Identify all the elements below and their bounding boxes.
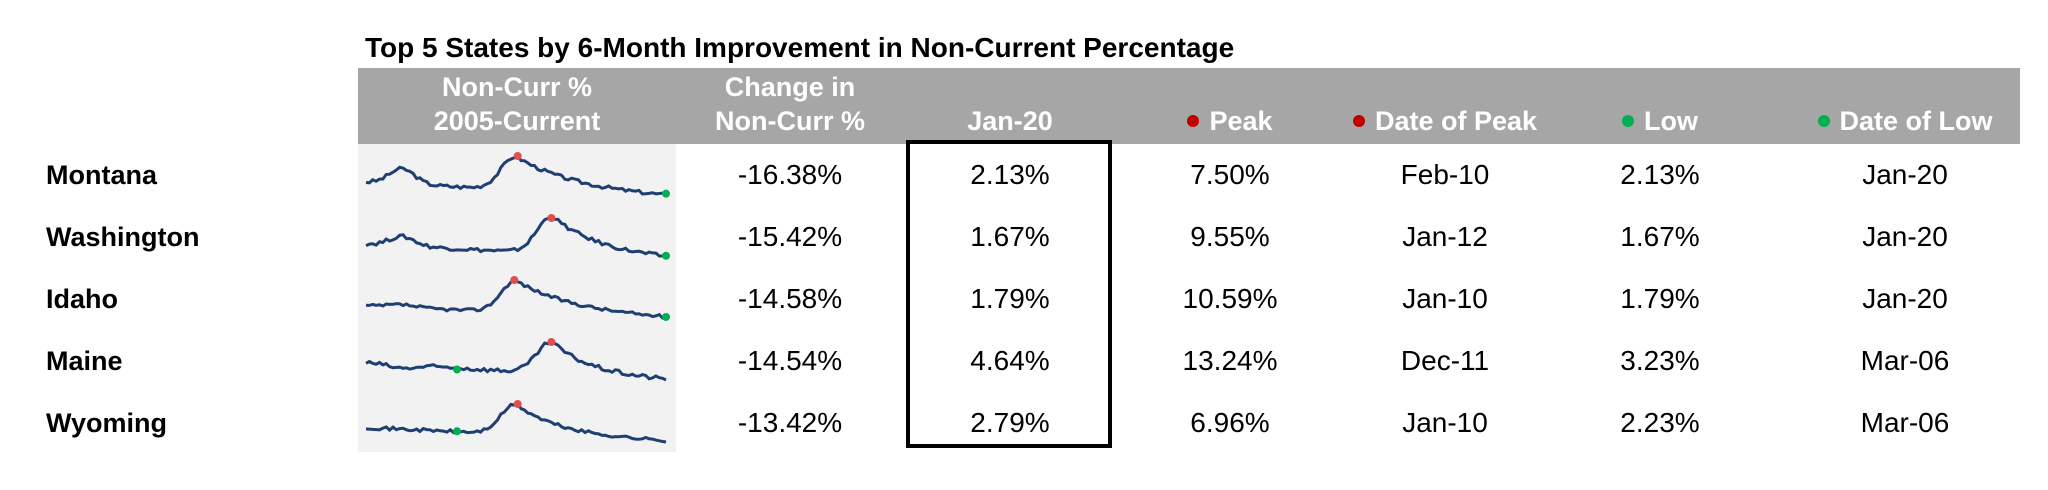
date-of-peak-cell: Jan-10 <box>1402 283 1488 314</box>
current-cell: 2.79% <box>970 407 1050 438</box>
peak-cell: 6.96% <box>1190 407 1270 438</box>
low-marker <box>662 251 670 260</box>
low-cell: 1.67% <box>1620 221 1700 252</box>
sparkline-path <box>365 402 667 444</box>
peak-marker <box>513 400 522 408</box>
change-cell: -16.38% <box>737 159 843 190</box>
header-date-of-peak: Date of Peak <box>1320 104 1570 138</box>
red-dot-icon <box>1352 115 1365 127</box>
date-of-low-cell: Jan-20 <box>1862 159 1948 190</box>
header-change-line1: Change in <box>724 72 856 102</box>
date-of-low-cell: Mar-06 <box>1860 345 1950 376</box>
state-name: Montana <box>46 160 157 190</box>
current-cell: 4.64% <box>970 345 1050 376</box>
green-dot-icon <box>1622 115 1634 127</box>
table-header <box>358 68 2020 144</box>
header-change: Change in Non-Curr % <box>690 70 890 138</box>
header-change-line2: Non-Curr % <box>715 106 865 136</box>
sparkline <box>365 214 670 260</box>
green-dot-icon <box>1817 115 1830 127</box>
state-name: Washington <box>46 222 200 252</box>
sparkline <box>365 400 667 444</box>
header-sparkline-line1: Non-Curr % <box>442 72 592 102</box>
sparkline-path <box>365 340 667 382</box>
low-marker <box>453 365 462 374</box>
date-of-peak-cell: Dec-11 <box>1400 345 1490 376</box>
current-cell: 2.13% <box>970 159 1050 190</box>
date-of-peak-cell: Jan-12 <box>1402 221 1488 252</box>
low-cell: 3.23% <box>1620 345 1700 376</box>
low-marker <box>662 312 670 321</box>
header-low: Low <box>1560 104 1760 138</box>
header-sparkline-line2: 2005-Current <box>433 106 601 136</box>
sparkline-path <box>365 216 667 258</box>
peak-cell: 7.50% <box>1190 159 1270 190</box>
date-of-low-cell: Mar-06 <box>1860 407 1950 438</box>
sparkline <box>365 152 670 198</box>
peak-marker <box>547 214 556 222</box>
header-current: Jan-20 <box>967 106 1053 136</box>
page-title: Top 5 States by 6-Month Improvement in N… <box>365 32 1235 63</box>
table-row: Montana -16.38% 2.13% 7.50% Feb-10 2.13% Jan-2… <box>0 144 2048 206</box>
peak-cell: 10.59% <box>1182 283 1278 314</box>
table-row: Idaho -14.58% 1.79% 10.59% Jan-10 1.79% Jan-20 <box>0 268 2048 330</box>
change-cell: -14.58% <box>737 283 843 314</box>
current-cell: 1.67% <box>970 221 1050 252</box>
current-cell: 1.79% <box>970 283 1050 314</box>
state-name: Maine <box>46 346 123 376</box>
sparkline <box>365 338 667 382</box>
header-date-of-low: Date of Low <box>1790 104 2020 138</box>
peak-marker <box>510 276 519 284</box>
change-cell: -13.42% <box>737 407 843 438</box>
low-cell: 1.79% <box>1620 283 1700 314</box>
header-date-of-peak-label: Date of Peak <box>1374 106 1538 136</box>
header-peak-label: Peak <box>1209 106 1273 136</box>
state-name: Idaho <box>46 284 118 314</box>
header-low-label: Low <box>1644 106 1698 136</box>
date-of-low-cell: Jan-20 <box>1862 221 1948 252</box>
header-date-of-low-label: Date of Low <box>1839 106 1993 136</box>
sparkline-path <box>365 154 667 196</box>
sparkline <box>365 276 670 321</box>
state-name: Wyoming <box>46 408 167 438</box>
table-row: Washington -15.42% 1.67% 9.55% Jan-12 1.67% Ja… <box>0 206 2048 268</box>
peak-marker <box>547 338 556 346</box>
date-of-peak-cell: Feb-10 <box>1400 159 1490 190</box>
low-marker <box>662 189 670 198</box>
low-marker <box>453 427 462 436</box>
table-row: Maine -14.54% 4.64% 13.24% Dec-11 3.23% Mar-06 <box>0 330 2048 392</box>
date-of-peak-cell: Jan-10 <box>1402 407 1488 438</box>
peak-cell: 9.55% <box>1190 221 1270 252</box>
change-cell: -15.42% <box>737 221 843 252</box>
sparkline-path <box>365 278 667 320</box>
low-cell: 2.23% <box>1620 407 1700 438</box>
header-peak: Peak <box>1130 104 1330 138</box>
date-of-low-cell: Jan-20 <box>1862 283 1948 314</box>
change-cell: -14.54% <box>737 345 843 376</box>
low-cell: 2.13% <box>1620 159 1700 190</box>
table-row: Wyoming -13.42% 2.79% 6.96% Jan-10 2.23% Mar-0… <box>0 392 2048 454</box>
peak-cell: 13.24% <box>1182 345 1278 376</box>
header-sparkline: Non-Curr % 2005-Current <box>358 70 676 138</box>
peak-marker <box>513 152 522 160</box>
current-column-highlight <box>906 140 1112 448</box>
red-dot-icon <box>1187 115 1200 127</box>
